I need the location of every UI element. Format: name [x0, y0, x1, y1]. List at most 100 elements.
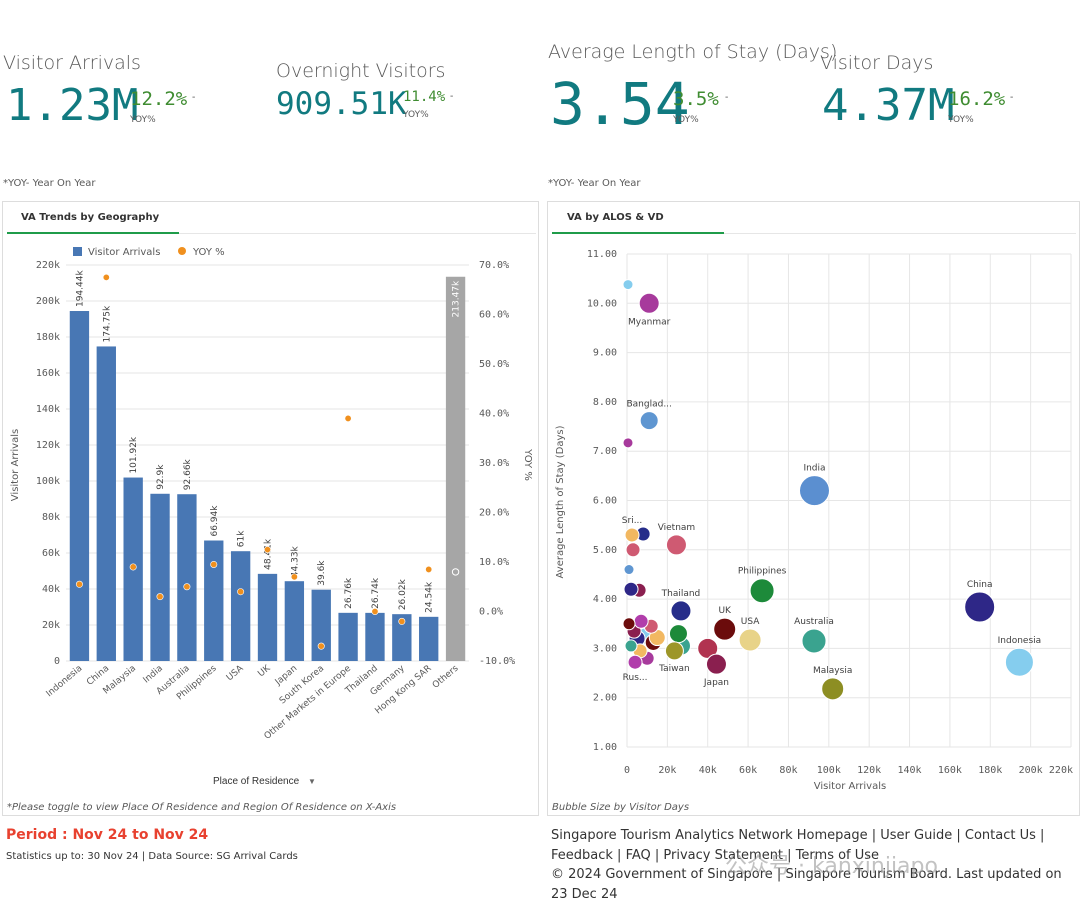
bars — [69, 276, 466, 661]
y-tick-label: 8.00 — [593, 397, 617, 408]
bubble-label: Thailand — [661, 589, 701, 599]
y2-tick-label: 0.0% — [479, 607, 503, 618]
x-tick-label: 0 — [624, 765, 630, 776]
yoy-note: *YOY- Year On Year — [548, 178, 641, 189]
link-homepage[interactable]: Singapore Tourism Analytics Network Home… — [551, 828, 868, 843]
y2-tick-label: 70.0% — [479, 260, 509, 271]
bubble-label: Japan — [703, 678, 729, 688]
x-tick-label: 60k — [739, 765, 757, 776]
bubble-label: China — [967, 580, 993, 590]
bubble — [638, 292, 660, 314]
panel-separator — [179, 233, 536, 234]
y-tick-label: 0 — [54, 656, 60, 667]
kpi-value: 909.51K — [276, 86, 407, 122]
footer-links: Singapore Tourism Analytics Network Home… — [551, 828, 1062, 902]
bar — [96, 346, 116, 661]
bar-value-label: 26.76k — [344, 577, 354, 609]
yoy-dot — [425, 565, 433, 573]
y-tick-label: 4.00 — [593, 594, 617, 605]
y2-tick-label: 20.0% — [479, 508, 509, 519]
y-tick-label: 180k — [36, 332, 60, 343]
bubble — [622, 617, 636, 631]
bubble — [749, 578, 775, 604]
bar-value-label: 61k — [237, 530, 247, 547]
bubble — [713, 617, 737, 641]
chart-legend[interactable]: Visitor Arrivals YOY % — [73, 247, 225, 258]
panel-title[interactable]: VA by ALOS & VD — [567, 212, 664, 223]
bar-value-label: 92.66k — [183, 458, 193, 490]
y-tick-label: 2.00 — [593, 693, 617, 704]
bubble — [705, 653, 727, 675]
y-tick-label: 3.00 — [593, 643, 617, 654]
x-tick-label: 40k — [699, 765, 717, 776]
bar — [150, 493, 170, 661]
chart-grid — [626, 253, 1072, 748]
bubble-label: Philippines — [738, 567, 787, 577]
link-terms[interactable]: Terms of Use — [795, 847, 880, 863]
bubble — [670, 600, 692, 622]
y2-tick-label: -10.0% — [479, 656, 515, 667]
bubble — [622, 279, 634, 291]
x-tick-label: 20k — [658, 765, 676, 776]
bubble-label: UK — [718, 606, 732, 616]
bubble — [633, 613, 649, 629]
bubble — [624, 527, 640, 543]
kpi-label: Visitor Arrivals — [3, 52, 141, 74]
bubble — [821, 677, 845, 701]
y2-axis-label: YOY % — [522, 448, 533, 481]
yoy-dot — [183, 583, 191, 591]
bubble-label: Taiwan — [658, 664, 690, 674]
panel-separator — [724, 233, 1076, 234]
yoy-dot — [398, 617, 406, 625]
bubble — [665, 534, 687, 556]
yoy-dot — [371, 607, 379, 615]
link-feedback[interactable]: Feedback — [551, 847, 613, 863]
link-faq[interactable]: FAQ — [625, 847, 651, 863]
y-tick-label: 6.00 — [593, 496, 617, 507]
y-tick-label: 120k — [36, 440, 60, 451]
link-contact-us[interactable]: Contact Us — [964, 828, 1036, 843]
bubble — [964, 591, 996, 623]
y-tick-label: 1.00 — [593, 742, 617, 753]
bubble — [738, 628, 762, 652]
va-alos-bubble-chart: 1.00 2.00 3.00 4.00 5.00 6.00 7.00 8.00 9.00 10.0… — [555, 249, 1073, 792]
legend-swatch-yoy — [178, 247, 186, 255]
kpi-dash: - — [192, 92, 196, 103]
y-tick-label: 10.00 — [587, 298, 617, 309]
kpi-label: Average Length of Stay (Days) — [548, 41, 838, 63]
bar-value-label: 66.94k — [210, 505, 220, 537]
x-tick-label: UK — [256, 663, 273, 679]
kpi-yoy-label: YOY% — [673, 115, 699, 125]
bubble-label: USA — [741, 617, 760, 627]
yoy-dot — [210, 560, 218, 568]
x-tick-label: Indonesia — [45, 664, 85, 700]
link-privacy[interactable]: Privacy Statement — [663, 847, 784, 863]
right-panel-footnote: Bubble Size by Visitor Days — [552, 802, 690, 813]
bar — [230, 551, 251, 661]
link-user-guide[interactable]: User Guide — [880, 828, 953, 843]
bubble — [623, 581, 639, 597]
bubble — [624, 639, 638, 653]
yoy-dot — [102, 273, 110, 281]
bar-value-label: 194.44k — [75, 270, 85, 307]
bubble — [622, 437, 634, 449]
y-tick-label: 7.00 — [593, 446, 617, 457]
bubble — [639, 411, 659, 431]
bubble-label: Banglad... — [626, 400, 671, 410]
yoy-dot — [344, 414, 352, 422]
bar-value-label: 44.33k — [290, 545, 300, 577]
y-tick-label: 11.00 — [587, 249, 617, 260]
bubbles — [622, 279, 1034, 701]
y-axis-ticks: 1.00 2.00 3.00 4.00 5.00 6.00 7.00 8.00 9.00 10.0… — [587, 249, 617, 753]
y-tick-label: 40k — [42, 584, 60, 595]
panel-title[interactable]: VA Trends by Geography — [21, 212, 160, 223]
kpi-value: 3.54 — [550, 70, 690, 138]
bar-value-label: 213.47k — [452, 280, 462, 317]
yoy-dots — [75, 273, 460, 650]
kpi-dash: - — [725, 92, 729, 103]
kpi-label: Overnight Visitors — [276, 60, 446, 82]
x-tick-label: 160k — [938, 765, 962, 776]
chevron-down-icon: ▼ — [307, 777, 316, 786]
y-tick-label: 9.00 — [593, 348, 617, 359]
dimension-selector[interactable]: Place of Residence ▼ — [213, 776, 316, 787]
